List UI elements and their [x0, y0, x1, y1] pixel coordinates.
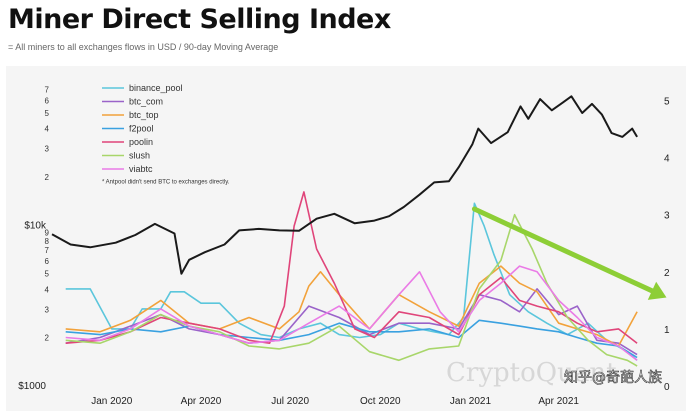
left-axis-tick: 5 [45, 270, 50, 279]
left-axis-tick: 2 [45, 173, 50, 182]
series-line-poolin [65, 191, 638, 345]
left-axis-tick: 7 [45, 86, 50, 95]
legend-label-binance-pool: binance_pool [129, 83, 183, 93]
left-axis-tick: 6 [45, 257, 50, 266]
left-axis-tick: 7 [45, 246, 50, 255]
legend: binance_pool btc_com btc_top f2pool poolin sl… [102, 83, 230, 186]
series-line-viabtc [65, 265, 638, 361]
right-axis-tick: 4 [664, 154, 670, 165]
right-axis-tick: 5 [664, 97, 670, 108]
trend-arrow-shaft [471, 206, 655, 294]
price-line [51, 95, 638, 275]
left-axis-tick: $10k [24, 220, 47, 231]
left-axis-tick: 2 [45, 334, 50, 343]
page-title: Miner Direct Selling Index [8, 4, 391, 35]
watermark-text-2: 知乎@奇葩人族 [564, 369, 662, 386]
series-lines [65, 191, 638, 367]
legend-label-btc-com: btc_com [129, 97, 163, 107]
left-axis-tick: 3 [45, 305, 50, 314]
left-axis-tick: 6 [45, 96, 50, 105]
x-axis-tick: Jul 2020 [271, 396, 309, 407]
right-axis-tick: 0 [664, 382, 670, 393]
trend-arrow-group [471, 206, 667, 300]
legend-label-viabtc: viabtc [129, 164, 153, 174]
left-axis-tick: 8 [45, 237, 50, 246]
legend-note: * Antpool didn't send BTC to exchanges d… [102, 180, 230, 186]
left-axis-tick: 9 [45, 229, 50, 238]
left-axis-tick: 4 [45, 285, 50, 294]
trend-arrow-head [647, 281, 667, 300]
watermark-text: CryptoQuant [446, 358, 617, 388]
legend-label-btc-top: btc_top [129, 110, 159, 120]
x-axis: Jan 2020 Apr 2020 Jul 2020 Oct 2020 Jan 2021… [91, 396, 579, 407]
left-axis-tick: 5 [45, 109, 50, 118]
chart-panel: CryptoQuant 知乎@奇葩人族 $1000 2 3 4 5 6 7 8 9 $10k 2 3 4 5… [6, 66, 686, 411]
right-axis: 0 1 2 3 4 5 [664, 97, 670, 393]
legend-label-poolin: poolin [129, 137, 153, 147]
x-axis-tick: Jan 2021 [450, 396, 492, 407]
right-axis-tick: 2 [664, 268, 670, 279]
series-line-f2pool [65, 319, 638, 359]
x-axis-tick: Apr 2021 [538, 396, 579, 407]
left-axis-tick: $1000 [18, 381, 46, 392]
series-line-slush [65, 213, 638, 367]
left-axis-tick: 4 [45, 125, 50, 134]
right-axis-tick: 3 [664, 211, 670, 222]
price-line-group [51, 95, 638, 275]
x-axis-tick: Oct 2020 [360, 396, 401, 407]
legend-label-f2pool: f2pool [129, 124, 154, 134]
x-axis-tick: Apr 2020 [181, 396, 222, 407]
left-axis-tick: 3 [45, 145, 50, 154]
x-axis-tick: Jan 2020 [91, 396, 133, 407]
legend-label-slush: slush [129, 151, 150, 161]
right-axis-tick: 1 [664, 325, 670, 336]
page-subtitle: = All miners to all exchanges flows in U… [8, 42, 279, 52]
